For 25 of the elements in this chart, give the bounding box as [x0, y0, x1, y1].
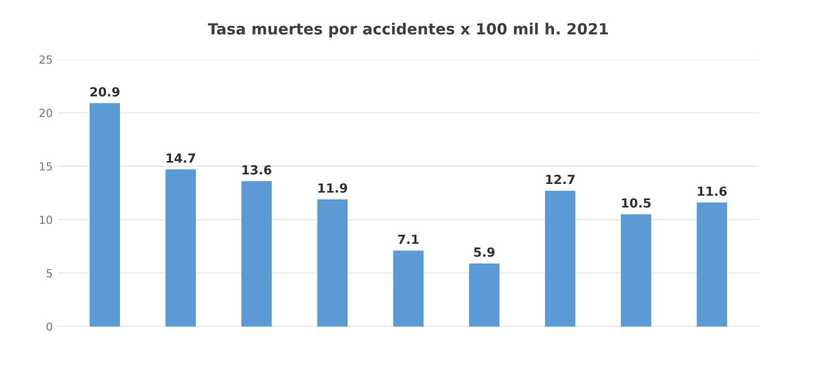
bar [241, 181, 272, 326]
data-label: 12.7 [546, 174, 575, 184]
data-label: 10.5 [622, 198, 651, 208]
y-tick-label: 5 [46, 269, 52, 278]
y-tick-label: 0 [46, 322, 52, 331]
bar [90, 103, 120, 326]
bar [469, 263, 500, 326]
bar [696, 202, 728, 326]
y-tick-label: 25 [40, 55, 52, 64]
y-tick-label: 10 [40, 216, 52, 224]
bar [317, 199, 348, 326]
data-label: 20.9 [90, 87, 120, 97]
data-label: 11.6 [698, 186, 727, 196]
bar [620, 214, 652, 326]
bar [166, 169, 196, 326]
bar [544, 190, 576, 326]
bar [393, 250, 424, 326]
y-tick-label: 20 [40, 108, 52, 118]
data-label: 14.7 [166, 154, 196, 163]
data-label: 7.1 [398, 234, 419, 244]
data-label: 5.9 [474, 247, 495, 257]
data-label: 11.9 [318, 183, 348, 193]
data-label: 13.6 [242, 165, 272, 175]
chart-title: Tasa muertes por accidentes x 100 mil h. 2021 [208, 22, 608, 38]
y-tick-label: 15 [40, 162, 52, 171]
